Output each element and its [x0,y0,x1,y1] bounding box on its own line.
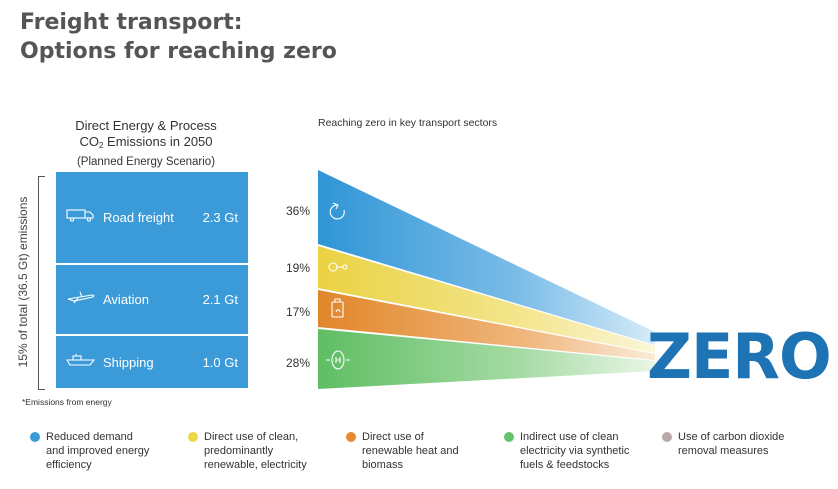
page-title: Freight transport: Options for reaching … [20,8,337,66]
sector-value: 1.0 Gt [202,354,238,370]
legend-text-line: Indirect use of clean [520,431,619,443]
legend-swatch [504,432,514,442]
left-heading-line-2: CO2 Emissions in 2050 [56,134,236,154]
title-line-2: Options for reaching zero [20,39,337,64]
sector-block-aviation: Aviation 2.1 Gt [56,265,248,336]
sector-blocks: Road freight 2.3 Gt Aviation 2.1 Gt Ship… [56,172,248,388]
reduce-cycle-icon [329,202,345,220]
band-reduced-demand [318,170,655,345]
electric-plug-icon [328,262,348,272]
biofuel-icon [331,298,344,318]
legend-text-line: efficiency [46,459,92,471]
left-heading-line-2-rest: Emissions in 2050 [103,134,213,149]
legend-text-line: and improved energy [46,445,150,457]
legend-text-line: electricity via synthetic [520,445,630,457]
band-renewable-heat [318,290,655,360]
sector-block-shipping: Shipping 1.0 Gt [56,336,248,388]
right-panel-heading: Reaching zero in key transport sectors [318,117,498,129]
airplane-icon [66,290,96,309]
title-line-1: Freight transport: [20,10,243,35]
emissions-bracket [38,176,45,390]
legend-text-line: renewable, electricity [204,459,307,471]
left-heading-line-1: Direct Energy & Process [75,118,217,133]
legend-text-line: biomass [362,459,403,471]
legend-text-line: Direct use of [362,431,424,443]
band-percent: 28% [286,356,311,370]
left-heading-line-3: (Planned Energy Scenario) [76,156,216,168]
sector-name: Shipping [103,354,154,370]
legend-swatch [30,432,40,442]
sector-name: Aviation [103,292,150,307]
band-synthetic-fuels [318,329,655,389]
left-panel-heading: Direct Energy & Process CO2 Emissions in… [56,118,236,170]
legend-swatch [346,432,356,442]
legend-swatch [662,432,672,442]
truck-icon [66,208,96,227]
legend-text-line: Reduced demand [46,431,133,443]
legend-text-line: fuels & feedstocks [520,459,610,471]
legend-swatch [188,432,198,442]
legend-text-line: Direct use of clean, [204,431,299,443]
sector-value: 2.3 Gt [202,210,238,225]
sector-name: Road freight [103,210,174,225]
legend-text-line: renewable heat and [362,445,459,457]
ship-icon [66,353,96,372]
band-percent: 17% [286,305,311,319]
band-percent: 36% [286,204,311,218]
sector-value: 2.1 Gt [202,292,238,307]
band-percent: 19% [286,261,311,275]
sector-block-road-freight: Road freight 2.3 Gt [56,172,248,265]
left-heading-co: CO [79,134,99,149]
legend-text-line: Use of carbon dioxide [678,431,785,443]
zero-label: ZERO [647,320,832,393]
legend-text-line: removal measures [678,445,769,457]
left-heading-subscript: 2 [98,141,104,150]
hydrogen-icon [326,350,350,370]
legend-text-line: predominantly [204,445,274,457]
band-direct-electricity [318,246,655,353]
footnote: *Emissions from energy [22,397,112,407]
